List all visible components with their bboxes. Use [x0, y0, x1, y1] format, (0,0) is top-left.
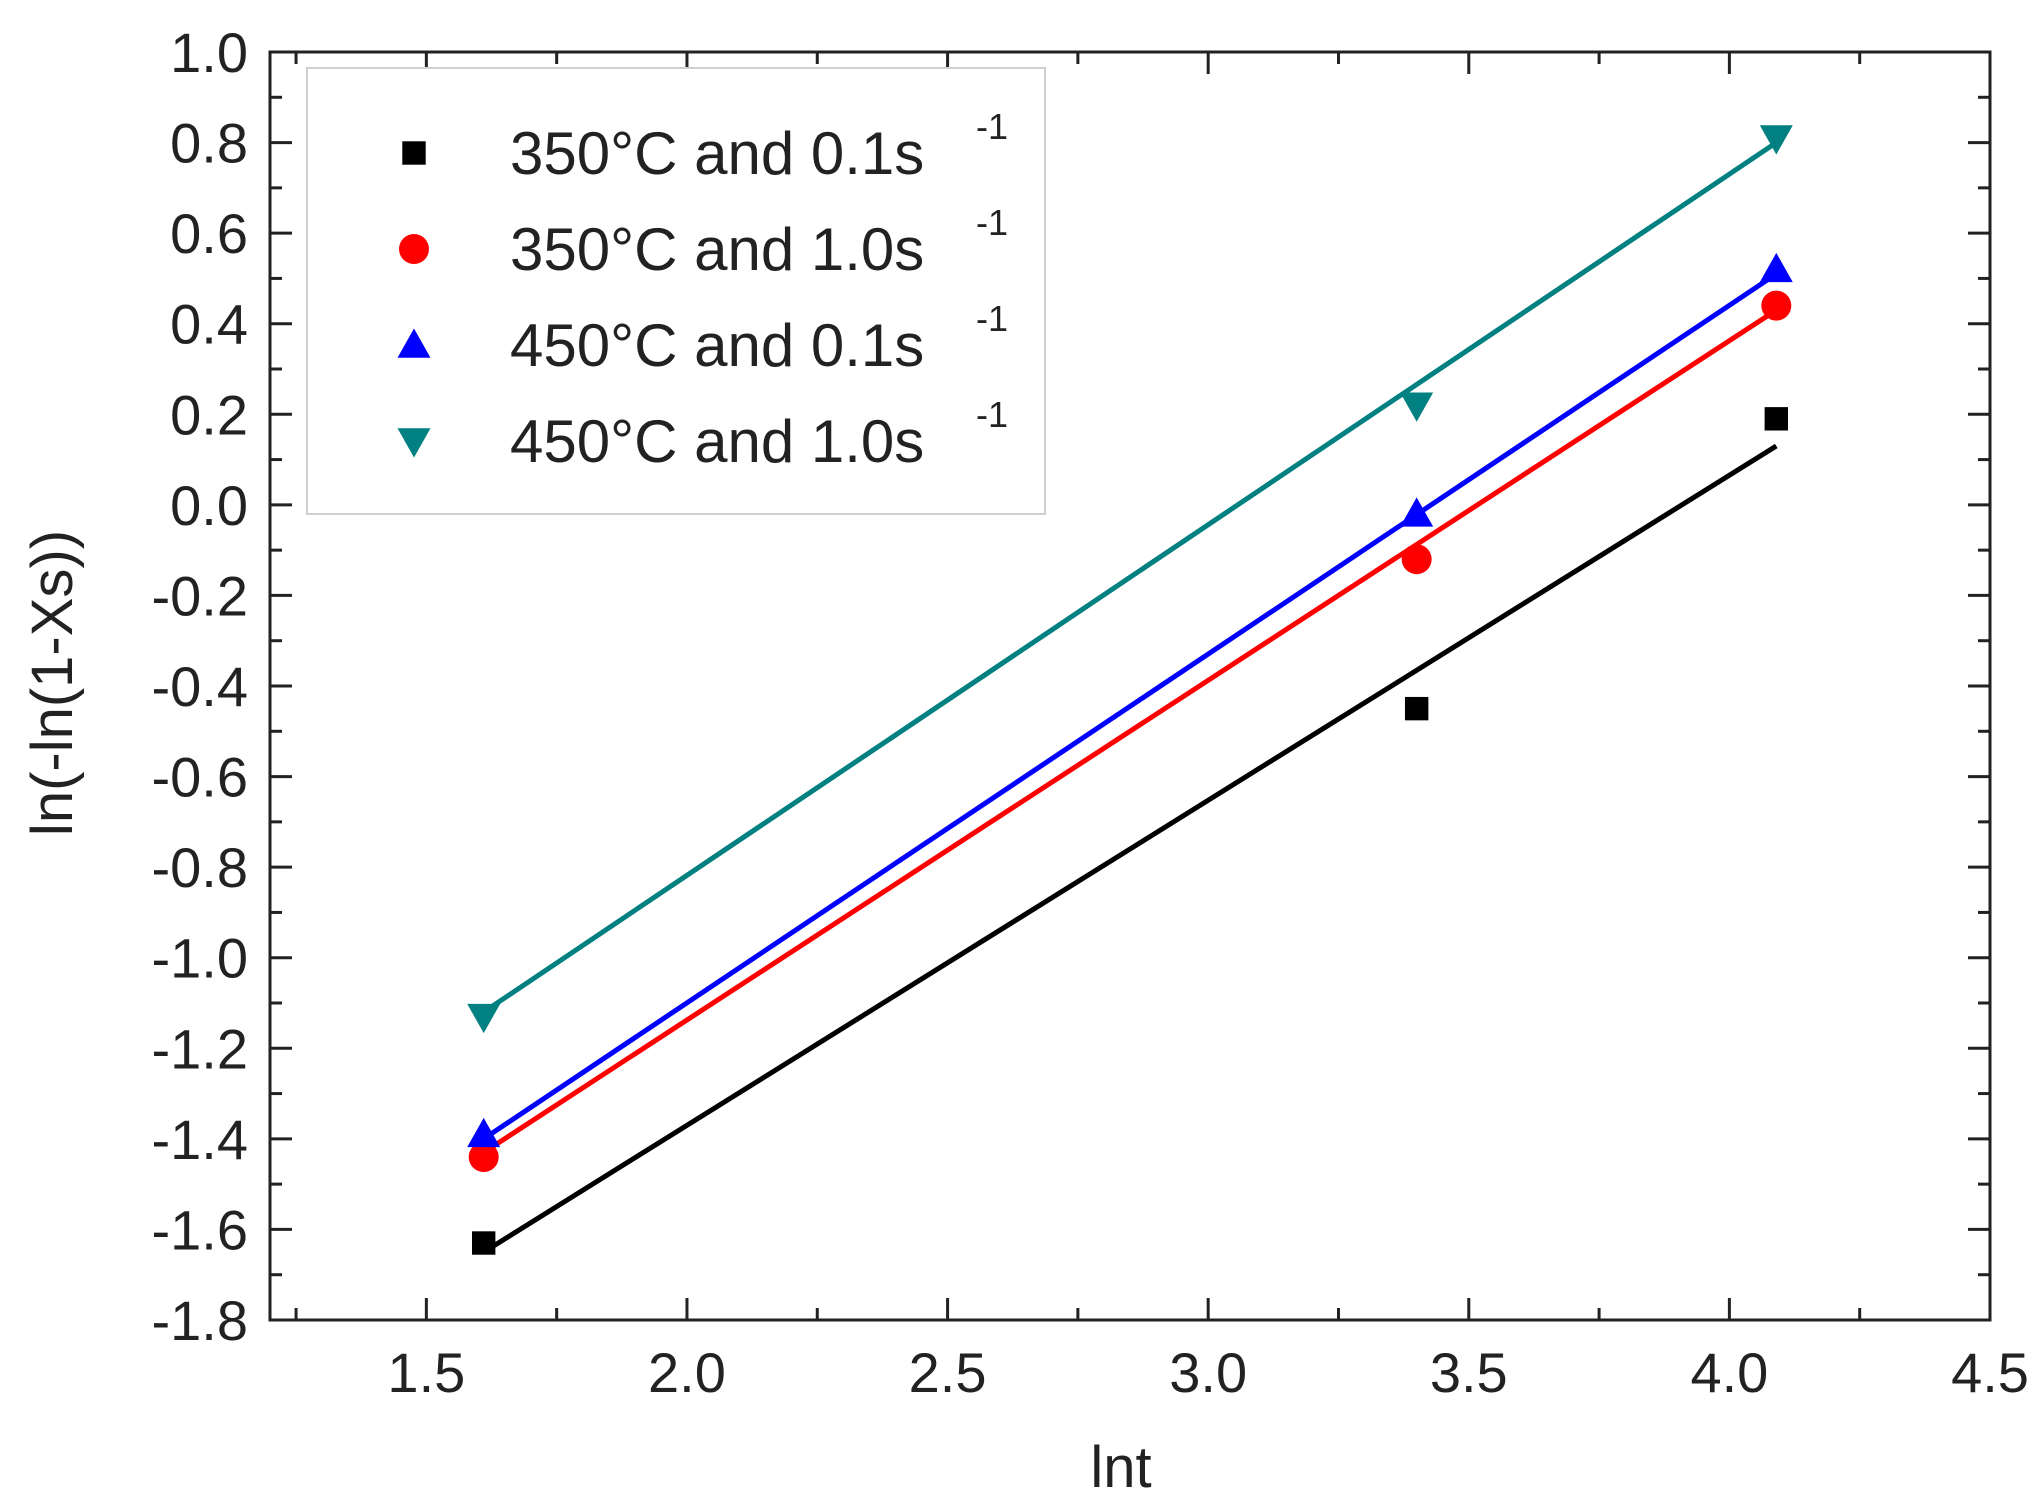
- y-tick-label: -1.0: [152, 927, 249, 990]
- data-point-series-1: [1764, 407, 1789, 431]
- data-point-series-3: [467, 1117, 501, 1148]
- fit-line-series-4: [482, 140, 1778, 1015]
- y-tick-label: 0.6: [170, 202, 248, 265]
- legend: 350°C and 0.1s -1 350°C and 1.0s -1 450°C an…: [306, 67, 1046, 515]
- legend-label-1: 350°C and 0.1s: [510, 120, 924, 187]
- data-point-series-4: [1759, 125, 1793, 155]
- x-tick-label: 1.5: [387, 1341, 465, 1404]
- y-tick-label: 0.4: [170, 293, 248, 356]
- data-point-series-2: [468, 1141, 499, 1172]
- axes: 1.5 2.0 2.5 3.0 3.5 4.0 4.5 1.0 0.8 0.6 0.4 0.2 0.0 -…: [152, 21, 2029, 1404]
- y-tick-label: -1.2: [152, 1017, 249, 1080]
- fit-line-series-2: [482, 308, 1778, 1155]
- legend-superscript-2: -1: [976, 202, 1008, 243]
- y-tick-label: -0.6: [152, 746, 249, 809]
- legend-label-2: 350°C and 1.0s: [510, 216, 924, 283]
- x-tick-label: 2.0: [648, 1341, 726, 1404]
- legend-superscript-3: -1: [976, 298, 1008, 339]
- y-axis-title: ln(-ln(1-Xs)): [20, 530, 85, 836]
- fit-lines: [482, 140, 1778, 1255]
- legend-marker-4: [397, 428, 431, 458]
- y-tick-label: -1.4: [152, 1108, 249, 1171]
- y-tick-label: 0.8: [170, 112, 248, 175]
- y-tick-label: -1.8: [152, 1289, 249, 1352]
- data-point-series-1: [471, 1231, 496, 1255]
- x-tick-label: 2.5: [909, 1341, 987, 1404]
- legend-marker-1: [402, 141, 426, 165]
- data-points: [467, 125, 1793, 1255]
- data-point-series-2: [1401, 544, 1432, 575]
- data-point-series-2: [1761, 290, 1792, 321]
- legend-superscript-1: -1: [976, 106, 1008, 147]
- legend-marker-3: [397, 328, 431, 358]
- y-tick-label: 1.0: [170, 21, 248, 84]
- fit-line-series-1: [482, 443, 1778, 1255]
- fit-line-series-3: [482, 271, 1778, 1141]
- legend-marker-2: [399, 234, 429, 264]
- y-tick-label: 0.2: [170, 383, 248, 446]
- x-tick-label: 4.0: [1690, 1341, 1768, 1404]
- legend-superscript-4: -1: [976, 394, 1008, 435]
- x-tick-label: 4.5: [1951, 1341, 2029, 1404]
- y-tick-label: -1.6: [152, 1198, 249, 1261]
- legend-box: [306, 67, 1046, 515]
- y-tick-label: 0.0: [170, 474, 248, 537]
- data-point-series-4: [1400, 392, 1434, 422]
- data-point-series-3: [1400, 497, 1434, 527]
- y-tick-label: -0.4: [152, 655, 249, 718]
- x-tick-label: 3.5: [1430, 1341, 1508, 1404]
- data-point-series-1: [1404, 696, 1429, 721]
- data-point-series-4: [467, 1003, 501, 1034]
- y-tick-label: -0.8: [152, 836, 249, 899]
- x-tick-label: 3.0: [1169, 1341, 1247, 1404]
- data-point-series-3: [1759, 252, 1793, 283]
- y-tick-label: -0.2: [152, 564, 249, 627]
- x-axis-title: lnt: [1090, 1435, 1151, 1500]
- legend-label-3: 450°C and 0.1s: [510, 312, 924, 379]
- legend-label-4: 450°C and 1.0s: [510, 408, 924, 475]
